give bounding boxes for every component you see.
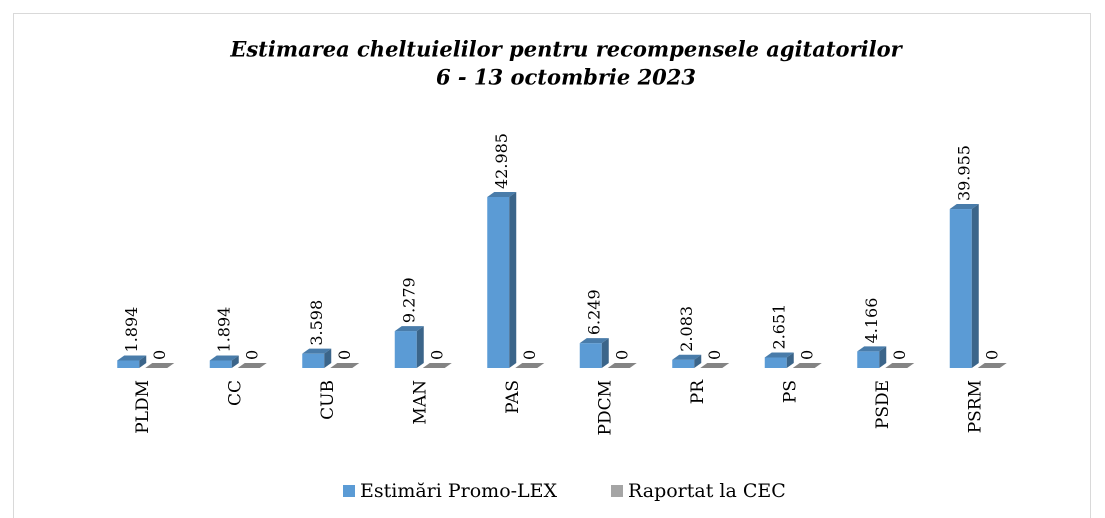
bar — [579, 338, 609, 368]
bar-top — [764, 352, 794, 358]
bar — [394, 326, 424, 368]
bar-front — [302, 353, 325, 368]
data-label: 1.894 — [214, 307, 233, 353]
bar-front — [672, 359, 695, 368]
bar — [422, 363, 452, 368]
bar-side — [879, 346, 887, 368]
data-label: 0 — [612, 350, 631, 360]
chart-title: Estimarea cheltuielilor pentru recompens… — [229, 37, 903, 62]
bar-top — [977, 363, 1007, 368]
data-label: 9.279 — [399, 277, 418, 323]
x-tick-label: CC — [225, 380, 245, 406]
data-label: 2.651 — [769, 304, 788, 350]
bar-side — [416, 326, 424, 368]
bar-top — [330, 363, 360, 368]
x-tick-label: PLDM — [133, 380, 153, 434]
bar — [857, 346, 887, 368]
chart-subtitle: 6 - 13 octombrie 2023 — [436, 65, 696, 90]
bar-top — [394, 326, 424, 332]
bar-side — [694, 354, 702, 368]
data-label: 0 — [242, 350, 261, 360]
data-label: 0 — [890, 350, 909, 360]
bar-top — [700, 363, 730, 368]
legend-swatch — [611, 485, 623, 497]
bar-top — [885, 363, 915, 368]
bar-side — [509, 192, 517, 368]
data-label: 0 — [150, 350, 169, 360]
bar — [885, 363, 915, 368]
bar — [487, 192, 517, 368]
bar-front — [394, 331, 417, 368]
data-label: 1.894 — [122, 307, 141, 353]
data-label: 0 — [335, 350, 354, 360]
bar-side — [601, 338, 609, 368]
bar-front — [949, 209, 972, 368]
bar — [302, 348, 332, 368]
x-tick-label: CUB — [318, 380, 338, 420]
bar-top — [209, 355, 239, 361]
bar — [700, 363, 730, 368]
bar-front — [764, 357, 787, 368]
bar-front — [117, 360, 140, 368]
bar-top — [792, 363, 822, 368]
bar-top — [607, 363, 637, 368]
bar — [792, 363, 822, 368]
bar — [330, 363, 360, 368]
bar-top — [302, 348, 332, 354]
bar — [209, 355, 239, 368]
chart-border — [13, 13, 1091, 518]
bar-side — [786, 352, 794, 368]
legend-swatch — [343, 485, 355, 497]
x-tick-label: PAS — [503, 380, 523, 414]
data-label: 0 — [797, 350, 816, 360]
x-tick-label: PS — [780, 380, 800, 403]
data-label: 6.249 — [584, 289, 603, 335]
data-label: 0 — [427, 350, 446, 360]
bar-top — [117, 355, 147, 361]
x-tick-label: PDCM — [595, 380, 615, 435]
bar — [672, 354, 702, 368]
bar-side — [324, 348, 332, 368]
data-label: 39.955 — [954, 145, 973, 201]
bar — [607, 363, 637, 368]
bar-top — [487, 192, 517, 197]
legend-label: Estimări Promo-LEX — [360, 480, 558, 502]
bar — [764, 352, 794, 368]
bar-front — [579, 343, 602, 368]
bar-front — [209, 360, 232, 368]
bar — [237, 363, 267, 368]
data-label: 0 — [982, 350, 1001, 360]
x-tick-label: PR — [688, 379, 708, 404]
data-label: 4.166 — [862, 298, 881, 344]
x-tick-label: PSDE — [873, 380, 893, 429]
bar-top — [672, 354, 702, 360]
bar-side — [139, 355, 147, 368]
data-label: 2.083 — [677, 306, 696, 352]
bar-top — [422, 363, 452, 368]
bar — [145, 363, 175, 368]
bar-top — [145, 363, 175, 368]
data-label: 0 — [705, 350, 724, 360]
data-label: 0 — [520, 350, 539, 360]
bar-top — [579, 338, 609, 344]
bar-front — [487, 197, 510, 368]
bar-side — [231, 355, 239, 368]
data-label: 3.598 — [307, 300, 326, 346]
bar-top — [949, 204, 979, 210]
bar-top — [857, 346, 887, 352]
data-label: 42.985 — [492, 133, 511, 189]
bar — [977, 363, 1007, 368]
bar — [117, 355, 147, 368]
bar — [515, 363, 545, 368]
x-tick-label: PSRM — [965, 380, 985, 433]
bar-side — [971, 204, 979, 368]
bar-top — [237, 363, 267, 368]
legend-label: Raportat la CEC — [628, 480, 786, 502]
x-tick-label: MAN — [410, 380, 430, 425]
bar-top — [515, 363, 545, 368]
bar — [949, 204, 979, 368]
bar-front — [857, 351, 880, 368]
